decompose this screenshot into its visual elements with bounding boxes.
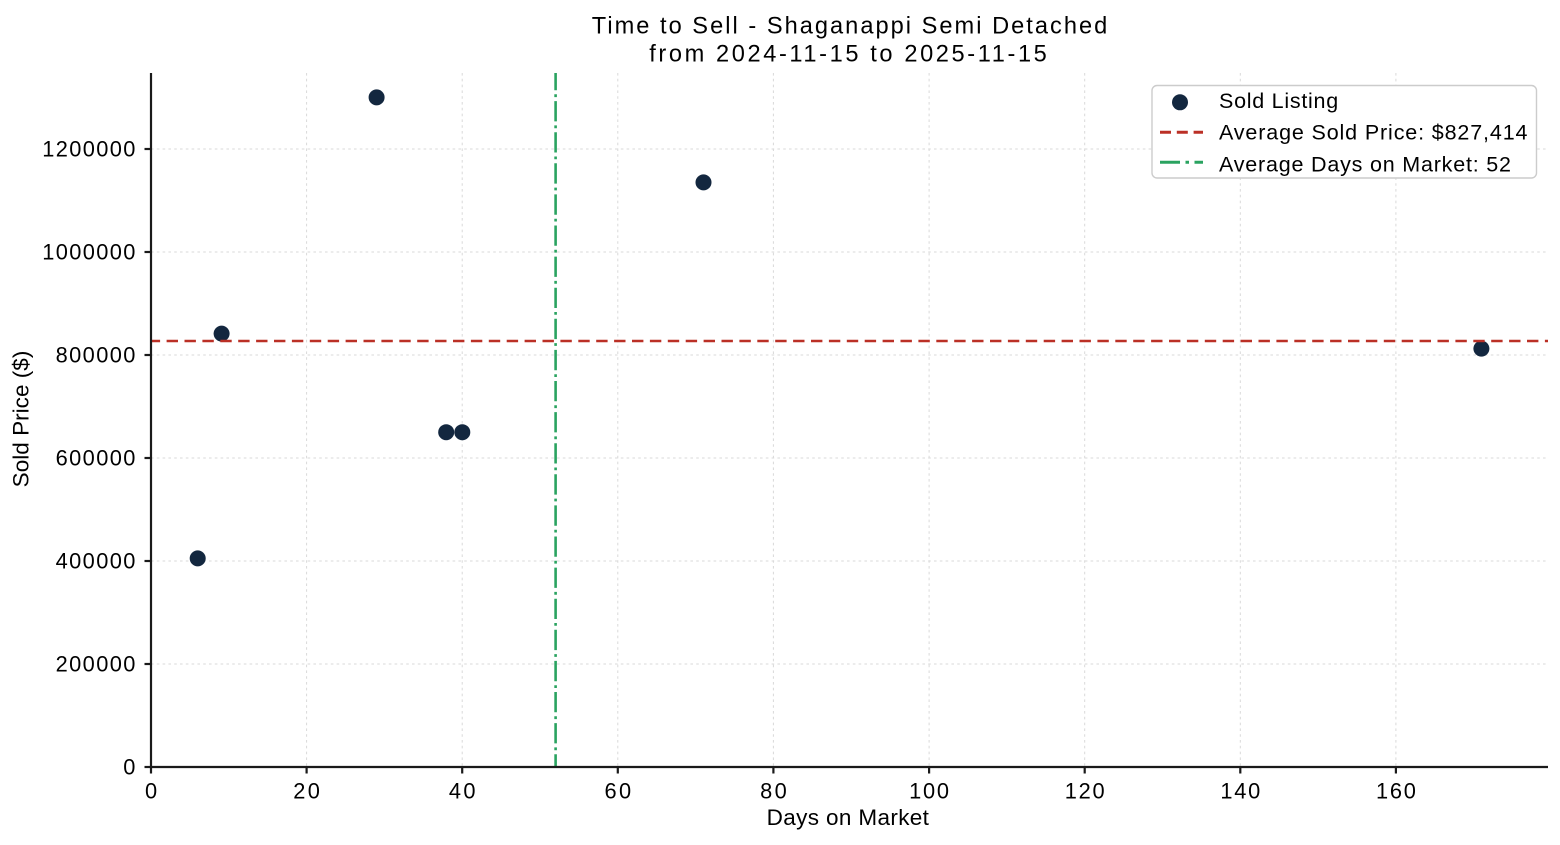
svg-text:800000: 800000 [56, 343, 136, 368]
svg-text:1000000: 1000000 [42, 240, 135, 265]
svg-text:1200000: 1200000 [42, 137, 135, 162]
svg-text:Time to Sell - Shaganappi Semi: Time to Sell - Shaganappi Semi Detached [592, 14, 1108, 40]
svg-text:from 2024-11-15 to 2025-11-15: from 2024-11-15 to 2025-11-15 [649, 41, 1047, 67]
svg-text:Days on Market: Days on Market [767, 805, 930, 830]
svg-text:Average Sold Price: $827,414: Average Sold Price: $827,414 [1219, 120, 1528, 144]
svg-text:Average Days on Market: 52: Average Days on Market: 52 [1219, 152, 1511, 176]
svg-text:0: 0 [145, 778, 157, 803]
svg-text:Sold Price ($): Sold Price ($) [9, 351, 34, 488]
svg-text:0: 0 [123, 755, 135, 780]
svg-text:100: 100 [909, 778, 949, 803]
svg-text:600000: 600000 [56, 446, 136, 471]
svg-text:200000: 200000 [56, 652, 136, 677]
svg-text:160: 160 [1376, 778, 1416, 803]
svg-text:140: 140 [1220, 778, 1260, 803]
svg-text:Sold Listing: Sold Listing [1219, 89, 1338, 113]
svg-text:120: 120 [1065, 778, 1105, 803]
svg-text:400000: 400000 [56, 549, 136, 574]
